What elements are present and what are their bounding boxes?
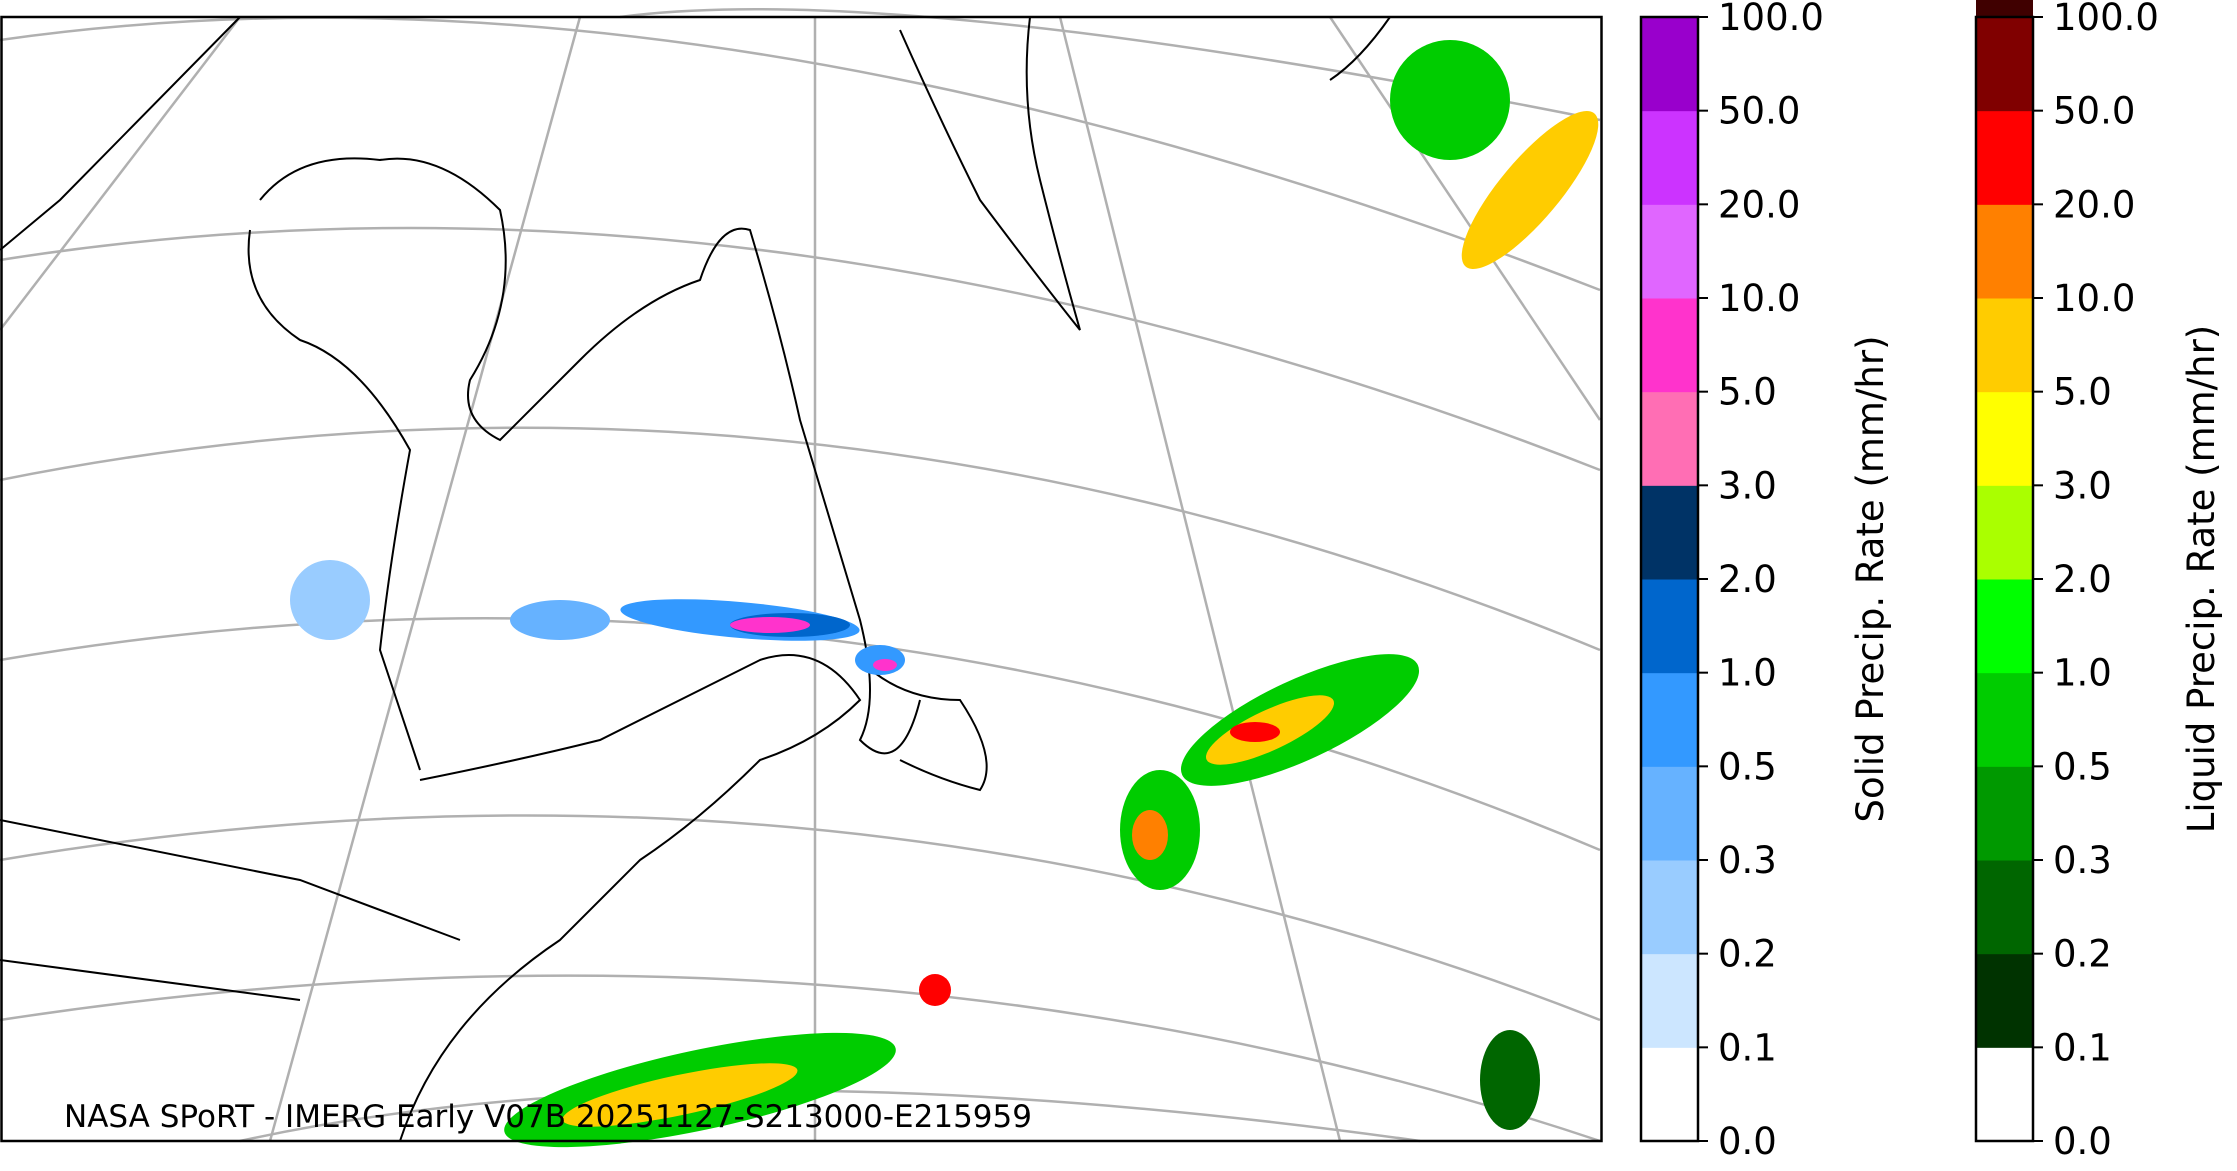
colorbar-tick-label: 2.0 — [1718, 558, 1777, 601]
colorbar-tick-label: 0.2 — [2053, 933, 2112, 976]
colorbar-tick-label: 20.0 — [1718, 183, 1800, 226]
colorbar-segment — [1976, 204, 2033, 299]
colorbar-tick-label: 20.0 — [2053, 183, 2135, 226]
colorbar-label: Liquid Precip. Rate (mm/hr) — [2180, 325, 2223, 834]
colorbar-segment — [1976, 485, 2033, 580]
map-background — [1, 17, 1602, 1141]
colorbar-tick-label: 100.0 — [2053, 0, 2159, 39]
colorbar-segment — [1641, 298, 1698, 393]
colorbar-tick-label: 0.5 — [2053, 745, 2112, 788]
colorbar-segment — [1976, 298, 2033, 393]
colorbar-segment — [1976, 766, 2033, 861]
colorbar-tick-label: 10.0 — [2053, 277, 2135, 320]
colorbar-tick-label: 0.2 — [1718, 933, 1777, 976]
coastlines — [0, 16, 1391, 1142]
colorbar-tick-label: 5.0 — [1718, 371, 1777, 414]
colorbar-segment — [1641, 579, 1698, 674]
colorbar-tick-label: 1.0 — [1718, 652, 1777, 695]
map: NASA SPoRT - IMERG Early V07B 20251127-S… — [0, 8, 1603, 1148]
colorbar-segment — [1976, 110, 2033, 205]
colorbar-segment — [1976, 17, 2033, 112]
colorbar-label: Solid Precip. Rate (mm/hr) — [1849, 335, 1892, 822]
colorbar-segment — [1641, 672, 1698, 767]
colorbar-tick-label: 5.0 — [2053, 371, 2112, 414]
colorbar-tick-label: 50.0 — [1718, 90, 1800, 133]
colorbar-tick-label: 100.0 — [1718, 0, 1824, 39]
colorbar-tick-label: 0.1 — [2053, 1026, 2112, 1069]
colorbar-tick-label: 3.0 — [1718, 464, 1777, 507]
colorbar-tick-label: 0.3 — [1718, 839, 1777, 882]
colorbar-segment — [1641, 485, 1698, 580]
colorbar-tick-label: 0.0 — [2053, 1120, 2112, 1163]
colorbars: 0.0 0.1 0.2 0.3 0.5 1.0 2.0 3.0 5.0 10.0 20.0 50.0 1… — [1639, 0, 2223, 1163]
colorbar-segment — [1976, 1047, 2033, 1142]
colorbar-segment — [1976, 672, 2033, 767]
colorbar-tick-label: 0.5 — [1718, 745, 1777, 788]
colorbar-tick-label: 0.1 — [1718, 1026, 1777, 1069]
colorbar-segment — [1976, 953, 2033, 1048]
colorbar-segment — [1976, 579, 2033, 674]
colorbar-segment — [1976, 391, 2033, 486]
colorbar-segment — [1641, 17, 1698, 112]
colorbar-segment — [1976, 860, 2033, 955]
colorbar-segment — [1641, 766, 1698, 861]
colorbar-tick-label: 0.0 — [1718, 1120, 1777, 1163]
colorbar-tick-label: 10.0 — [1718, 277, 1800, 320]
colorbar-segment — [1641, 860, 1698, 955]
liquid-precip — [504, 40, 1599, 1148]
colorbar-segment — [1976, 0, 2033, 18]
colorbar-segment — [1641, 953, 1698, 1048]
colorbar-tick-label: 1.0 — [2053, 652, 2112, 695]
colorbar-segment — [1641, 391, 1698, 486]
colorbar-segment — [1641, 1047, 1698, 1142]
colorbar-segment — [1641, 110, 1698, 205]
colorbar-tick-label: 3.0 — [2053, 464, 2112, 507]
map-caption: NASA SPoRT - IMERG Early V07B 20251127-S… — [64, 1099, 1032, 1135]
colorbar-tick-label: 50.0 — [2053, 90, 2135, 133]
colorbar-tick-label: 0.3 — [2053, 839, 2112, 882]
map-frame — [0, 15, 1603, 1143]
solid-precip — [290, 560, 905, 675]
colorbar-tick-label: 2.0 — [2053, 558, 2112, 601]
colorbar-segment — [1641, 204, 1698, 299]
